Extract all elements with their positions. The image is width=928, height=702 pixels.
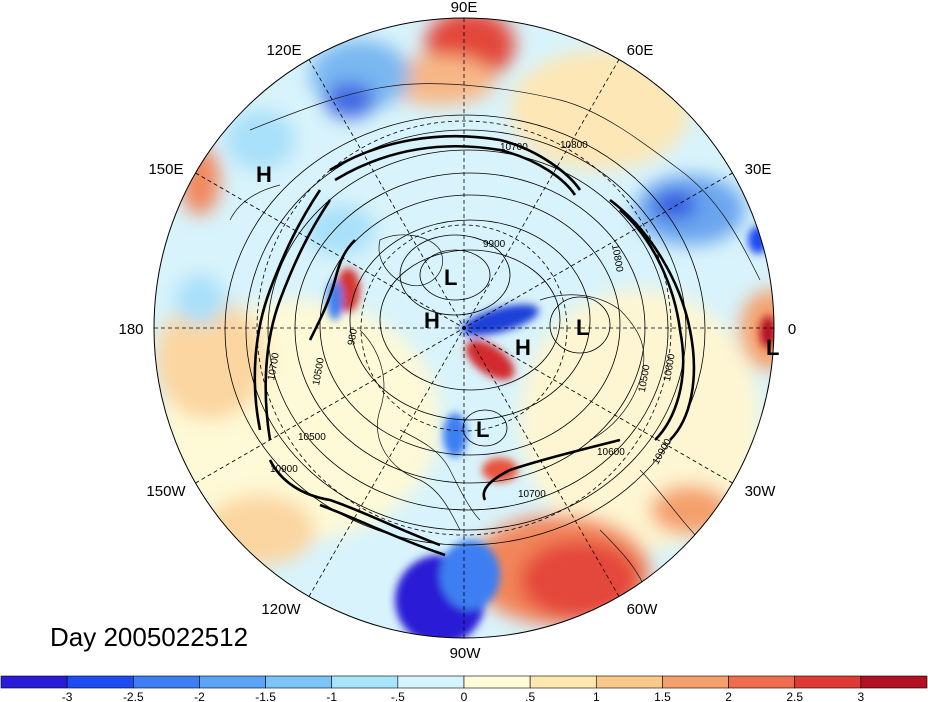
contour-label: 9900	[483, 239, 506, 250]
low-pressure-marker: L	[476, 417, 489, 442]
longitude-label-60w: 60W	[627, 601, 659, 618]
contour-label: 10700	[500, 142, 528, 153]
contour-label: 10500	[311, 357, 327, 387]
high-pressure-marker: H	[424, 308, 440, 333]
contour-label: 10600	[662, 353, 678, 383]
longitude-label-120e: 120E	[266, 42, 301, 59]
jet-stream-contours	[253, 135, 696, 557]
colorbar-swatch	[66, 675, 134, 689]
contour-label: 10700	[266, 352, 282, 382]
colorbar-tick-label: 2	[725, 690, 732, 702]
colorbar-swatch	[132, 675, 200, 689]
longitude-label-90w: 90W	[450, 645, 482, 662]
colorbar-tick-label: -2	[194, 690, 205, 702]
colorbar-tick-label: .5	[525, 690, 535, 702]
longitude-label-60e: 60E	[627, 42, 654, 59]
longitude-labels: 90E 60E 30E 0 30W 60W 90W 120W 150W 180 …	[118, 0, 796, 662]
longitude-label-150e: 150E	[148, 161, 183, 178]
colorbar-swatch	[860, 675, 928, 689]
longitude-label-180: 180	[118, 321, 143, 338]
colorbar-swatch	[794, 675, 862, 689]
colorbar-swatch	[662, 675, 729, 689]
contour-label: 10800	[609, 244, 625, 274]
longitude-label-90e: 90E	[451, 0, 478, 16]
longitude-label-150w: 150W	[146, 483, 186, 500]
colorbar-tick-label: 1.5	[654, 690, 671, 702]
colorbar-tick-label: 2.5	[786, 690, 803, 702]
longitude-label-30w: 30W	[745, 483, 777, 500]
map-boundary	[153, 17, 775, 639]
colorbar-swatch	[331, 675, 399, 689]
colorbar-tick-label: -1.5	[255, 690, 276, 702]
colorbar: -3 -2.5 -2 -1.5 -1 -.5 0 .5 1 1.5 2 2.5 3	[0, 675, 928, 702]
contour-label: 980	[346, 328, 360, 347]
low-pressure-marker: L	[576, 315, 589, 340]
colorbar-swatch	[265, 675, 333, 689]
contour-label: 10900	[270, 464, 298, 475]
colorbar-swatch	[529, 675, 597, 689]
longitude-label-0: 0	[788, 321, 796, 338]
colorbar-tick-label: -3	[62, 690, 73, 702]
longitude-label-30e: 30E	[745, 161, 772, 178]
contour-label: 10500	[637, 363, 653, 393]
high-pressure-marker: H	[256, 162, 272, 187]
colorbar-tick-label: 1	[593, 690, 600, 702]
contour-label-group: 10800 10700 9900 10500 10600 10900 10500…	[266, 140, 678, 500]
colorbar-tick-label: -2.5	[123, 690, 144, 702]
colorbar-swatch	[199, 675, 266, 689]
colorbar-tick-label: -1	[326, 690, 337, 702]
low-pressure-marker: L	[444, 265, 457, 290]
low-pressure-marker: L	[766, 335, 779, 360]
colorbar-swatch	[595, 675, 663, 689]
contour-label: 10800	[560, 140, 588, 151]
colorbar-tick-label: 3	[858, 690, 865, 702]
high-pressure-marker: H	[515, 335, 531, 360]
colorbar-tick-label: 0	[461, 690, 468, 702]
contour-label: 10500	[298, 432, 326, 443]
contour-label: 10700	[518, 489, 546, 500]
pressure-system-markers: H L L H L H L	[256, 162, 779, 442]
contour-label: 10600	[597, 447, 625, 458]
longitude-label-120w: 120W	[261, 601, 301, 618]
colorbar-swatch	[397, 675, 465, 689]
graticule	[154, 18, 774, 638]
anomaly-field	[154, 18, 774, 638]
colorbar-swatch	[0, 675, 68, 689]
colorbar-swatch	[728, 675, 796, 689]
colorbar-swatch	[463, 675, 531, 689]
plot-title: Day 2005022512	[50, 622, 248, 652]
colorbar-tick-label: -.5	[391, 690, 405, 702]
